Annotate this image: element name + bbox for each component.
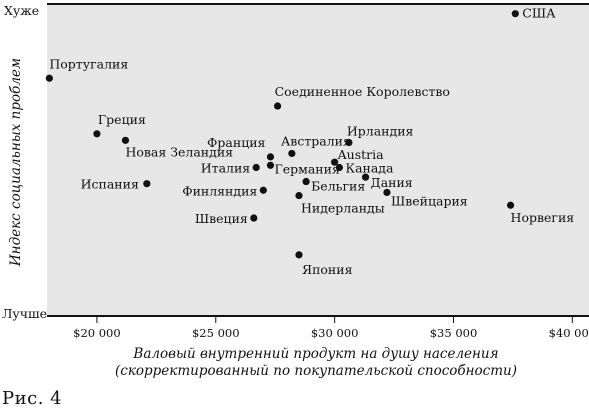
data-point	[273, 102, 282, 110]
data-point	[252, 163, 260, 172]
data-point-label: Соединенное Королевство	[275, 84, 450, 99]
data-point	[266, 153, 275, 161]
data-point-label: Португалия	[49, 56, 128, 71]
data-points: США Португалия Соединенное Королевство Грец…	[45, 6, 575, 277]
data-point	[93, 130, 101, 138]
x-axis-title: Валовый внутренний продукт на душу насел…	[132, 346, 498, 362]
data-point	[331, 158, 339, 166]
data-point	[288, 149, 296, 158]
scatter-chart: $20 000 $25 000 $30 000 $35 000 $40 000 США П…	[2, 3, 589, 379]
data-point-label: Швеция	[195, 211, 248, 226]
data-point-label: Япония	[302, 262, 353, 277]
plot-area	[47, 4, 589, 316]
data-point	[506, 201, 515, 209]
y-axis-title: Индекс социальных проблем	[8, 58, 24, 267]
data-point	[250, 214, 258, 222]
data-point	[361, 173, 370, 181]
data-point-label: Канада	[345, 160, 394, 175]
data-point	[45, 74, 53, 82]
data-point-label: Норвегия	[511, 210, 575, 225]
x-axis-subtitle: (скорректированный по покупательской спо…	[115, 363, 517, 379]
x-tick-label: $40 000	[549, 326, 589, 340]
data-point-label: Финляндия	[182, 183, 257, 198]
data-point	[295, 251, 303, 259]
data-point	[335, 163, 343, 172]
x-tick-label: $25 000	[192, 326, 240, 340]
data-point	[121, 136, 130, 144]
data-point-label: Австралия	[281, 133, 351, 148]
data-point-label: Испания	[81, 177, 139, 192]
data-point	[511, 10, 519, 18]
data-point-label: Бельгия	[311, 179, 365, 194]
data-point-label: Austria	[337, 147, 384, 162]
data-point	[259, 186, 267, 194]
data-point-label: Новая Зеландия	[125, 144, 233, 159]
x-tick-label: $20 000	[73, 326, 121, 340]
data-point	[266, 161, 275, 169]
data-point-label: США	[522, 6, 556, 21]
data-point-label: Греция	[98, 112, 146, 127]
data-point	[295, 191, 303, 200]
data-point	[143, 180, 151, 188]
data-point	[345, 138, 353, 147]
data-point	[383, 188, 391, 197]
data-point-label: Нидерланды	[301, 201, 385, 216]
y-axis-top-label: Хуже	[4, 3, 39, 18]
figure-caption: Рис. 4	[2, 388, 63, 409]
y-axis-bottom-label: Лучше	[2, 306, 47, 321]
x-tick-label: $35 000	[430, 326, 478, 340]
data-point-label: Швейцария	[391, 193, 468, 208]
x-tick-label: $30 000	[311, 326, 359, 340]
data-point-label: Ирландия	[347, 124, 414, 139]
data-point-label: Франция	[207, 135, 266, 150]
data-point-label: Дания	[371, 175, 413, 190]
data-point-label: Германия	[274, 161, 340, 176]
x-axis-ticks: $20 000 $25 000 $30 000 $35 000 $40 000	[73, 316, 589, 340]
data-point-label: Италия	[201, 160, 251, 175]
data-point	[302, 177, 310, 186]
